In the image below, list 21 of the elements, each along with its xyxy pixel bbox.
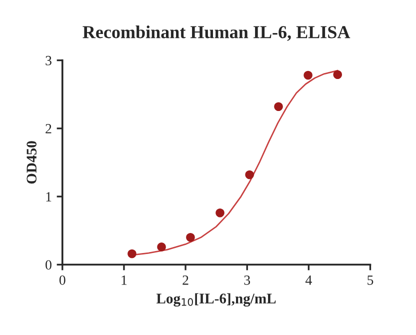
point (274, 102, 283, 112)
y-tick-label: 1 (46, 192, 52, 202)
y-tick-label: 0 (46, 260, 52, 270)
y-tick-label: 3 (46, 56, 52, 66)
point (157, 242, 166, 252)
x-tick-label: 0 (59, 275, 66, 285)
point (186, 233, 195, 242)
point (304, 70, 312, 80)
x-tick-label: 1 (122, 276, 127, 285)
point (216, 208, 224, 218)
x-tick-label: 4 (305, 276, 312, 285)
point (333, 70, 342, 79)
x-tick-label: 3 (244, 276, 250, 285)
chart-title: Recombinant Human IL-6, ELISA (82, 26, 350, 41)
x-tick-label: 5 (368, 276, 374, 285)
y-axis-title: OD450 (26, 141, 37, 184)
point (245, 170, 254, 180)
x-tick-label: 2 (182, 276, 188, 285)
x-axis-title: Log$_{10}$[IL-6],ng/mL (156, 293, 276, 307)
point (128, 249, 136, 258)
y-tick-label: 2 (46, 124, 52, 134)
